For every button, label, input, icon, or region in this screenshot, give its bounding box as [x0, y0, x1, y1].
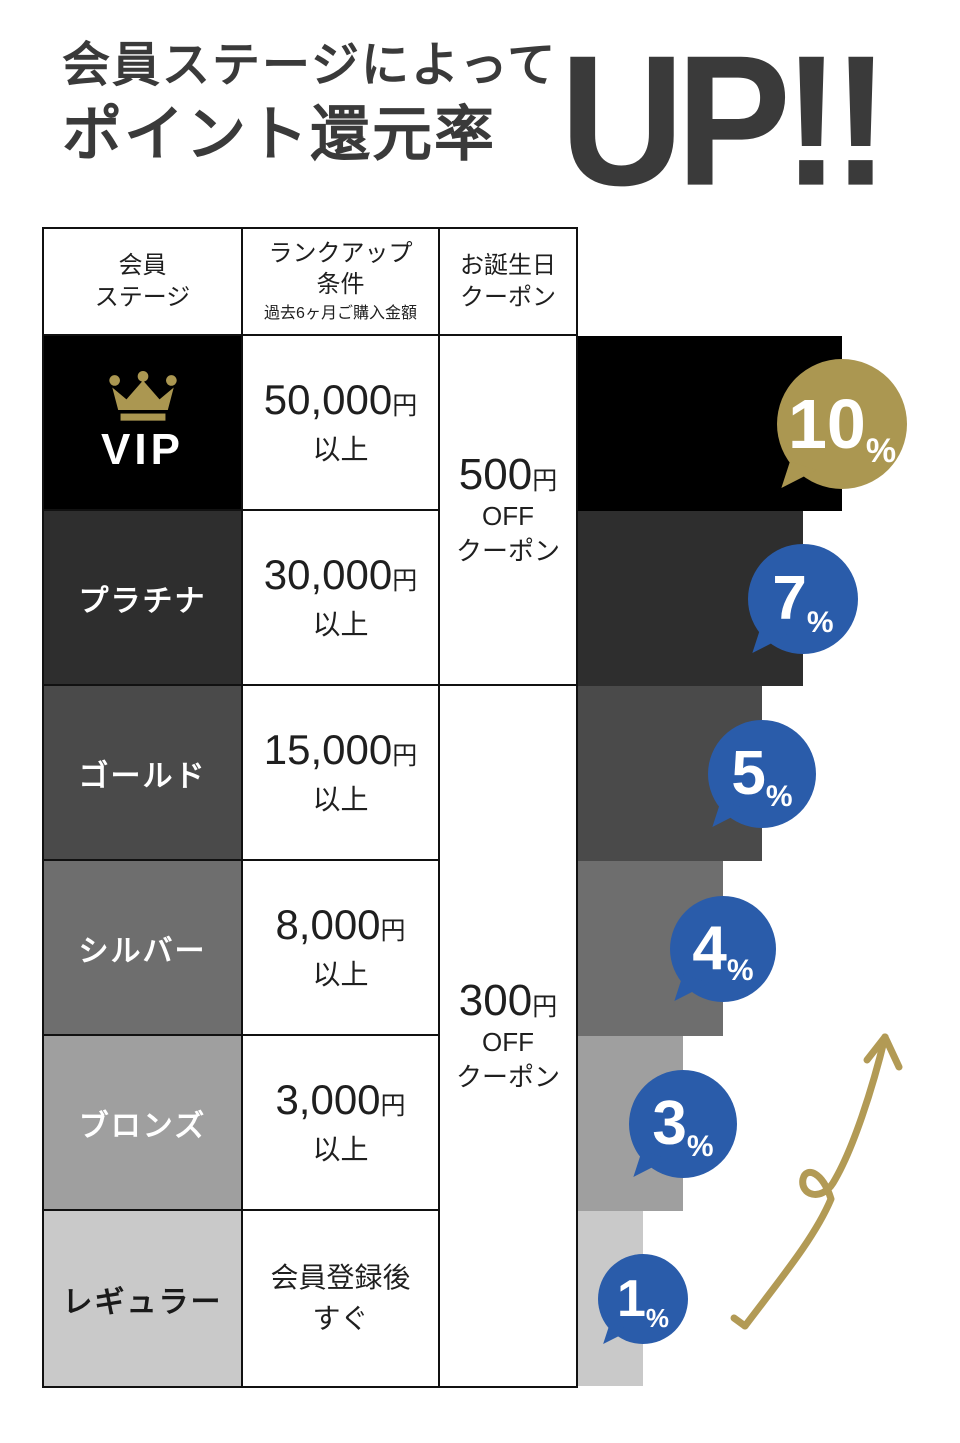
condition-suffix: 以上 [312, 608, 369, 640]
stage-label-vip: VIP [101, 424, 184, 474]
coupon-label: クーポン [455, 536, 560, 567]
header-cell-coupon: お誕生日 クーポン [440, 229, 576, 336]
percent-sign: % [865, 432, 897, 470]
yen-suffix: 円 [392, 567, 418, 596]
rate-value: 1 [616, 1270, 646, 1328]
page-title: 会員ステージによって ポイント還元率 [62, 38, 557, 166]
condition-cell-platinum: 30,000円 以上 [243, 511, 440, 686]
rate-badge-regular: 1% [598, 1254, 688, 1344]
header-cell-condition: ランクアップ 条件 過去6ヶ月ご購入金額 [243, 229, 440, 336]
rate-value: 5 [731, 739, 766, 808]
stage-cell-silver: シルバー [44, 861, 243, 1036]
condition-cell-gold: 15,000円 以上 [243, 686, 440, 861]
yen-suffix: 円 [392, 392, 418, 421]
stage-cell-gold: ゴールド [44, 686, 243, 861]
stage-label-silver: シルバー [78, 934, 207, 968]
rate-value: 4 [692, 914, 727, 983]
header-cell-stage: 会員 ステージ [44, 229, 243, 336]
condition-cell-vip: 50,000円 以上 [243, 336, 440, 511]
header-condition-label: ランクアップ 条件 [268, 239, 413, 299]
crown-icon [108, 370, 177, 421]
page-title-up-text: UP!! [560, 17, 889, 225]
yen-suffix: 円 [532, 466, 558, 495]
stage-cell-bronze: ブロンズ [44, 1036, 243, 1211]
coupon-cell-500: 500円 OFF クーポン [440, 336, 576, 686]
stage-label-regular: レギュラー [62, 1285, 223, 1319]
yen-suffix: 円 [380, 917, 406, 946]
percent-sign: % [645, 1303, 670, 1333]
stage-cell-vip: VIP [44, 336, 243, 511]
header-condition-note: 過去6ヶ月ご購入金額 [264, 305, 417, 323]
coupon-amount: 500円 [458, 449, 558, 499]
coupon-cell-300: 300円 OFF クーポン [440, 686, 576, 1386]
percent-sign: % [765, 780, 793, 813]
coupon-off-label: OFF [482, 501, 534, 532]
condition-amount: 50,000円 [263, 376, 418, 424]
coupon-label: クーポン [455, 1062, 560, 1093]
rate-badge-bronze: 3% [629, 1070, 737, 1178]
condition-amount: 15,000円 [263, 726, 418, 774]
condition-cell-regular: 会員登録後 すぐ [243, 1211, 440, 1386]
stage-label-gold: ゴールド [78, 759, 207, 793]
condition-cell-bronze: 3,000円 以上 [243, 1036, 440, 1211]
condition-amount: 3,000円 [275, 1076, 406, 1124]
yen-suffix: 円 [532, 992, 558, 1021]
rate-value: 7 [772, 564, 807, 633]
rate-badge-platinum: 7% [748, 544, 858, 654]
condition-amount: 30,000円 [263, 551, 418, 599]
condition-suffix: 以上 [312, 958, 369, 990]
rate-value: 3 [652, 1089, 687, 1158]
condition-regular-text: 会員登録後 すぐ [270, 1261, 411, 1334]
stage-cell-regular: レギュラー [44, 1211, 243, 1386]
condition-suffix: 以上 [312, 783, 369, 815]
percent-sign: % [686, 1130, 714, 1163]
stage-label-platinum: プラチナ [78, 584, 207, 618]
percent-sign: % [806, 606, 834, 639]
membership-table: 会員 ステージ ランクアップ 条件 過去6ヶ月ご購入金額 お誕生日 クーポン V… [42, 227, 578, 1388]
coupon-amount: 300円 [458, 975, 558, 1025]
yen-suffix: 円 [380, 1092, 406, 1121]
rate-value: 10 [787, 385, 866, 463]
condition-suffix: 以上 [312, 1133, 369, 1165]
stage-label-bronze: ブロンズ [78, 1109, 207, 1143]
condition-cell-silver: 8,000円 以上 [243, 861, 440, 1036]
percent-sign: % [726, 954, 754, 987]
yen-suffix: 円 [392, 742, 418, 771]
condition-suffix: 以上 [312, 433, 369, 465]
growth-arrow-icon [730, 1033, 903, 1330]
condition-amount: 8,000円 [275, 901, 406, 949]
rate-badge-silver: 4% [670, 896, 776, 1002]
rate-badge-vip: 10% [777, 359, 907, 489]
page-title-line2: ポイント還元率 [62, 100, 496, 168]
stage-cell-platinum: プラチナ [44, 511, 243, 686]
coupon-off-label: OFF [482, 1027, 534, 1058]
page-title-line1: 会員ステージによって [62, 39, 558, 92]
rate-badge-gold: 5% [708, 720, 816, 828]
